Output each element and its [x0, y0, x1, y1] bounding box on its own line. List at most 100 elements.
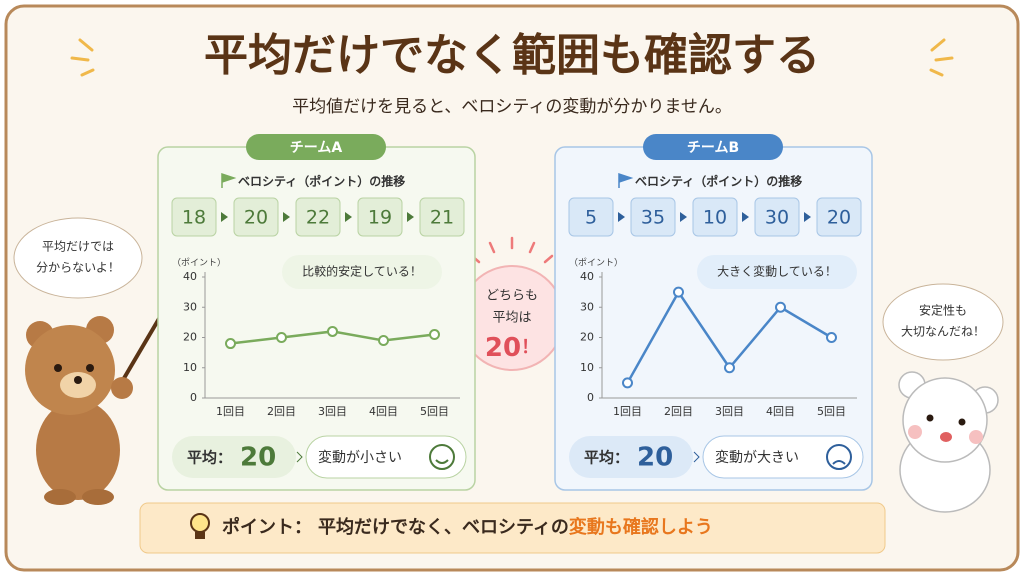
arrow: [407, 212, 414, 222]
speech-bubble: [882, 283, 1004, 361]
face-mouth: [435, 459, 449, 464]
arrow: [742, 212, 749, 222]
value-box: [171, 197, 217, 237]
y-tick-label: 0: [587, 391, 594, 404]
value-box: [630, 197, 676, 237]
x-tick-label: 2回目: [267, 405, 296, 418]
value-box: [568, 197, 614, 237]
verdict-pill: [702, 435, 864, 479]
x-tick-label: 4回目: [369, 405, 398, 418]
data-point: [826, 332, 837, 343]
value-text: 30: [765, 207, 789, 229]
flag-icon: [618, 172, 634, 188]
y-tick-label: 40: [183, 270, 197, 283]
y-tick-label: 20: [183, 331, 197, 344]
center-average: 20！: [485, 333, 539, 363]
value-text: 35: [641, 207, 665, 229]
y-tick-label: 10: [183, 361, 197, 374]
y-axis-label: （ポイント）: [172, 258, 226, 269]
sparkles: [70, 38, 954, 77]
speech-bubble: [13, 217, 143, 299]
bubble-text: 安定性も: [919, 303, 967, 318]
data-point: [378, 335, 389, 347]
bubble-text: 分からないよ！: [36, 261, 120, 275]
y-tick-label: 0: [190, 391, 197, 404]
y-tick-label: 20: [580, 331, 594, 344]
value-text: 5: [585, 207, 597, 229]
verdict: 変動が大きい: [715, 449, 799, 466]
data-point: [622, 377, 633, 389]
average-pill: [172, 436, 296, 478]
face-icon: [826, 444, 852, 470]
verdict-pill: [305, 435, 467, 479]
point-highlight: 変動も確認しよう: [569, 516, 713, 538]
face-mouth: [832, 460, 846, 465]
value-text: 22: [306, 207, 330, 229]
arrow: [693, 451, 700, 463]
value-text: 20: [827, 207, 851, 229]
value-box: [816, 197, 862, 237]
arrow: [345, 212, 352, 222]
y-axis-label: （ポイント）: [569, 258, 623, 269]
value-text: 10: [703, 207, 727, 229]
data-point: [775, 301, 786, 313]
x-tick-label: 2回目: [664, 405, 693, 418]
x-tick-label: 5回目: [420, 405, 449, 418]
sequence-title: ベロシティ（ポイント）の推移: [238, 174, 405, 189]
x-tick-label: 3回目: [715, 405, 744, 418]
value-text: 19: [368, 207, 392, 229]
brown-bear: [25, 298, 172, 505]
annotation-bubble: [697, 255, 857, 289]
data-point: [327, 325, 338, 337]
value-box: [295, 197, 341, 237]
suffix: ！: [521, 337, 539, 358]
y-tick-label: 30: [183, 300, 197, 313]
team-header: [643, 134, 783, 160]
y-tick-label: 10: [580, 361, 594, 374]
average-value: 20: [485, 333, 521, 363]
data-point: [724, 362, 735, 374]
y-tick-label: 30: [580, 300, 594, 313]
average-label: 平均：: [187, 449, 232, 467]
value-box: [754, 197, 800, 237]
point-text: ポイント： 平均だけでなく、ベロシティの変動も確認しよう: [222, 516, 713, 538]
bubble-text: 平均だけでは: [42, 240, 114, 254]
verdict: 変動が小さい: [318, 449, 402, 466]
team-name: チームB: [687, 140, 739, 156]
team-name: チームA: [290, 140, 343, 156]
white-bear: [898, 371, 999, 513]
data-point: [225, 338, 236, 350]
annotation: 大きく変動している！: [717, 264, 837, 279]
value-box: [419, 197, 465, 237]
arrow: [296, 451, 303, 463]
arrow: [618, 212, 625, 222]
x-tick-label: 1回目: [613, 405, 642, 418]
x-tick-label: 3回目: [318, 405, 347, 418]
bubble-text: 平均は: [492, 311, 531, 326]
data-point: [673, 286, 684, 298]
y-tick-label: 40: [580, 270, 594, 283]
subtitle: 平均値だけを見ると、ベロシティの変動が分かりません。: [292, 97, 732, 117]
bubble-text: どちらも: [486, 289, 538, 304]
value-box: [357, 197, 403, 237]
point-bar: [139, 502, 886, 554]
data-point: [276, 332, 287, 343]
arrow: [221, 212, 228, 222]
point-label: ポイント：: [222, 516, 312, 538]
average-pill: [569, 436, 693, 478]
sequence-title: ベロシティ（ポイント）の推移: [635, 174, 802, 189]
lightbulb-icon: [190, 513, 210, 539]
value-box: [692, 197, 738, 237]
x-tick-label: 1回目: [216, 405, 245, 418]
face-icon: [429, 444, 455, 470]
value-text: 21: [430, 207, 454, 229]
team-header: [246, 134, 386, 160]
average-label: 平均：: [584, 449, 629, 467]
x-tick-label: 5回目: [817, 405, 846, 418]
data-point: [429, 328, 440, 340]
annotation: 比較的安定している！: [302, 264, 422, 279]
arrow: [804, 212, 811, 222]
average-value: 20: [240, 443, 276, 473]
